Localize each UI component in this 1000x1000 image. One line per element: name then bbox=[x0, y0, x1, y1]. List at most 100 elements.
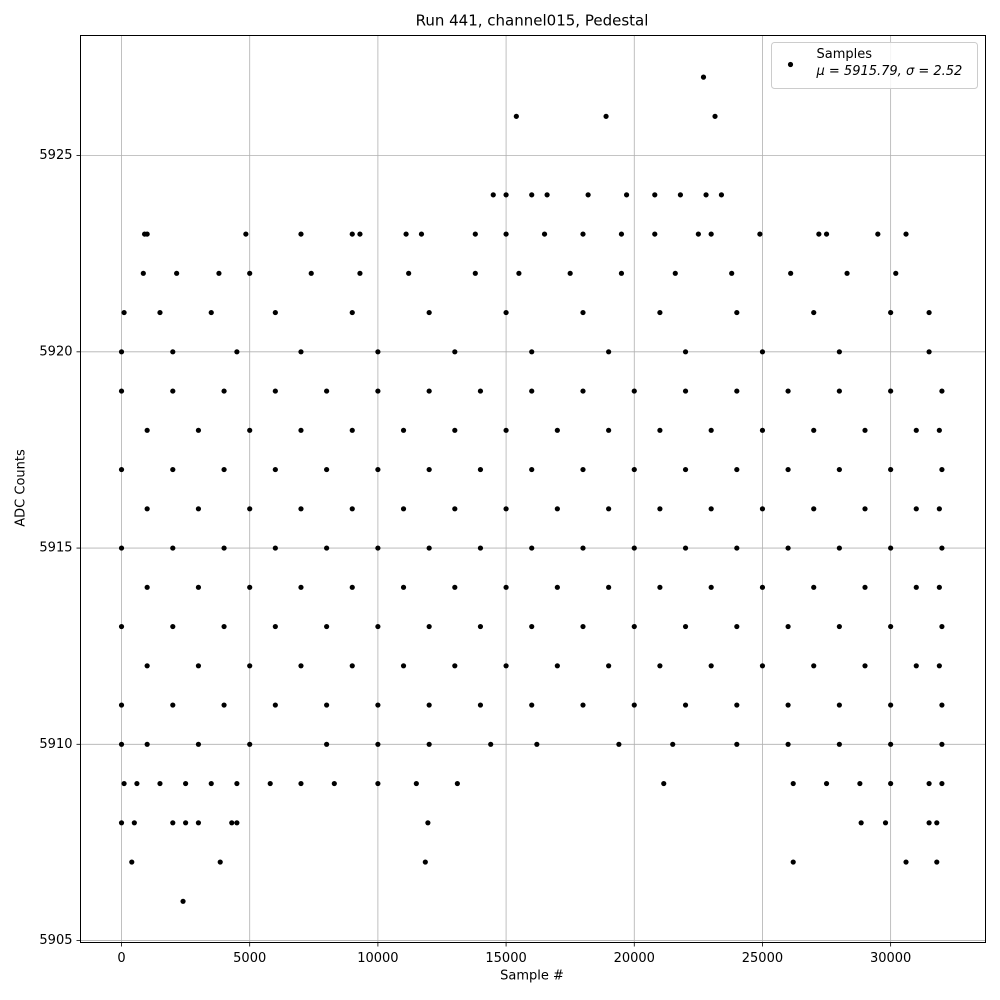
point bbox=[757, 231, 763, 237]
point bbox=[836, 545, 842, 551]
point bbox=[811, 427, 817, 433]
point bbox=[375, 623, 381, 630]
point bbox=[452, 427, 458, 433]
point bbox=[939, 388, 945, 394]
point bbox=[195, 584, 202, 590]
point bbox=[888, 466, 894, 473]
point bbox=[375, 780, 381, 787]
point bbox=[554, 506, 560, 512]
point bbox=[144, 584, 150, 590]
point bbox=[836, 388, 842, 394]
point bbox=[144, 231, 150, 237]
point bbox=[221, 702, 227, 708]
point bbox=[452, 506, 458, 512]
point bbox=[708, 663, 714, 669]
point bbox=[477, 623, 484, 630]
point bbox=[682, 466, 689, 473]
point bbox=[216, 270, 222, 276]
point bbox=[657, 663, 663, 669]
point bbox=[422, 859, 428, 865]
point bbox=[823, 780, 830, 787]
point bbox=[567, 270, 573, 276]
point bbox=[606, 349, 612, 355]
point bbox=[734, 741, 740, 747]
point bbox=[272, 309, 278, 316]
point bbox=[939, 545, 945, 551]
point bbox=[734, 545, 740, 551]
point bbox=[247, 270, 253, 276]
point bbox=[926, 349, 932, 355]
point bbox=[672, 270, 678, 276]
point bbox=[426, 388, 432, 394]
point bbox=[183, 780, 189, 787]
point bbox=[862, 584, 868, 590]
point bbox=[170, 349, 176, 355]
point bbox=[682, 623, 689, 630]
point bbox=[858, 820, 864, 826]
legend-label: Samples bbox=[817, 47, 873, 62]
point bbox=[140, 270, 146, 276]
point bbox=[195, 427, 202, 433]
point bbox=[472, 270, 478, 276]
point bbox=[375, 545, 381, 551]
point bbox=[734, 388, 740, 394]
point bbox=[426, 702, 432, 708]
point bbox=[606, 663, 612, 669]
point bbox=[657, 309, 663, 316]
point bbox=[888, 545, 894, 551]
point bbox=[788, 270, 794, 276]
point bbox=[603, 113, 609, 119]
point bbox=[170, 466, 176, 473]
point bbox=[759, 427, 766, 433]
point bbox=[221, 545, 227, 551]
point bbox=[936, 663, 942, 669]
points bbox=[118, 74, 945, 904]
point bbox=[170, 820, 176, 826]
point bbox=[836, 741, 842, 747]
point bbox=[823, 231, 830, 237]
point bbox=[157, 309, 163, 316]
point bbox=[118, 820, 125, 826]
point bbox=[118, 349, 125, 355]
point bbox=[811, 663, 817, 669]
point bbox=[759, 663, 766, 669]
y-tick-label: 5925 bbox=[39, 148, 72, 163]
point bbox=[298, 231, 304, 237]
point bbox=[529, 349, 535, 355]
point bbox=[516, 270, 522, 276]
point bbox=[234, 780, 240, 787]
point bbox=[134, 780, 140, 787]
point bbox=[580, 388, 586, 394]
legend: Samples μ = 5915.79, σ = 2.52 bbox=[771, 42, 978, 89]
point bbox=[118, 388, 125, 394]
point bbox=[208, 309, 214, 316]
point bbox=[477, 466, 484, 473]
point bbox=[454, 780, 460, 787]
point bbox=[529, 623, 535, 630]
point bbox=[939, 702, 945, 708]
point bbox=[544, 192, 550, 198]
point bbox=[936, 584, 942, 590]
point bbox=[221, 388, 227, 394]
point bbox=[529, 388, 535, 394]
point bbox=[734, 702, 740, 708]
point bbox=[357, 270, 363, 276]
point bbox=[144, 427, 150, 433]
point bbox=[811, 584, 817, 590]
point bbox=[682, 388, 689, 394]
point bbox=[682, 349, 689, 355]
point bbox=[400, 584, 407, 590]
point bbox=[785, 388, 791, 394]
point bbox=[844, 270, 850, 276]
point bbox=[677, 192, 684, 198]
point bbox=[926, 309, 932, 316]
plot-frame bbox=[80, 35, 986, 943]
point bbox=[375, 349, 381, 355]
x-tick-label: 5000 bbox=[233, 951, 266, 966]
point bbox=[913, 584, 919, 590]
point bbox=[631, 623, 637, 630]
point bbox=[400, 506, 407, 512]
point bbox=[661, 780, 667, 787]
point bbox=[298, 663, 304, 669]
point bbox=[217, 859, 223, 865]
